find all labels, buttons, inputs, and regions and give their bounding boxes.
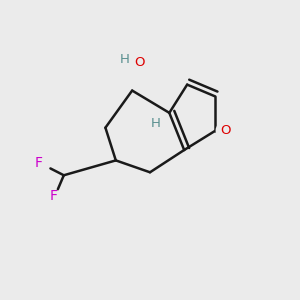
Text: H: H <box>151 117 161 130</box>
Text: O: O <box>220 124 231 137</box>
Circle shape <box>216 121 235 140</box>
Text: H: H <box>120 53 130 66</box>
Text: F: F <box>50 189 57 203</box>
Circle shape <box>148 116 164 131</box>
Text: O: O <box>134 56 145 69</box>
Text: F: F <box>34 156 43 170</box>
